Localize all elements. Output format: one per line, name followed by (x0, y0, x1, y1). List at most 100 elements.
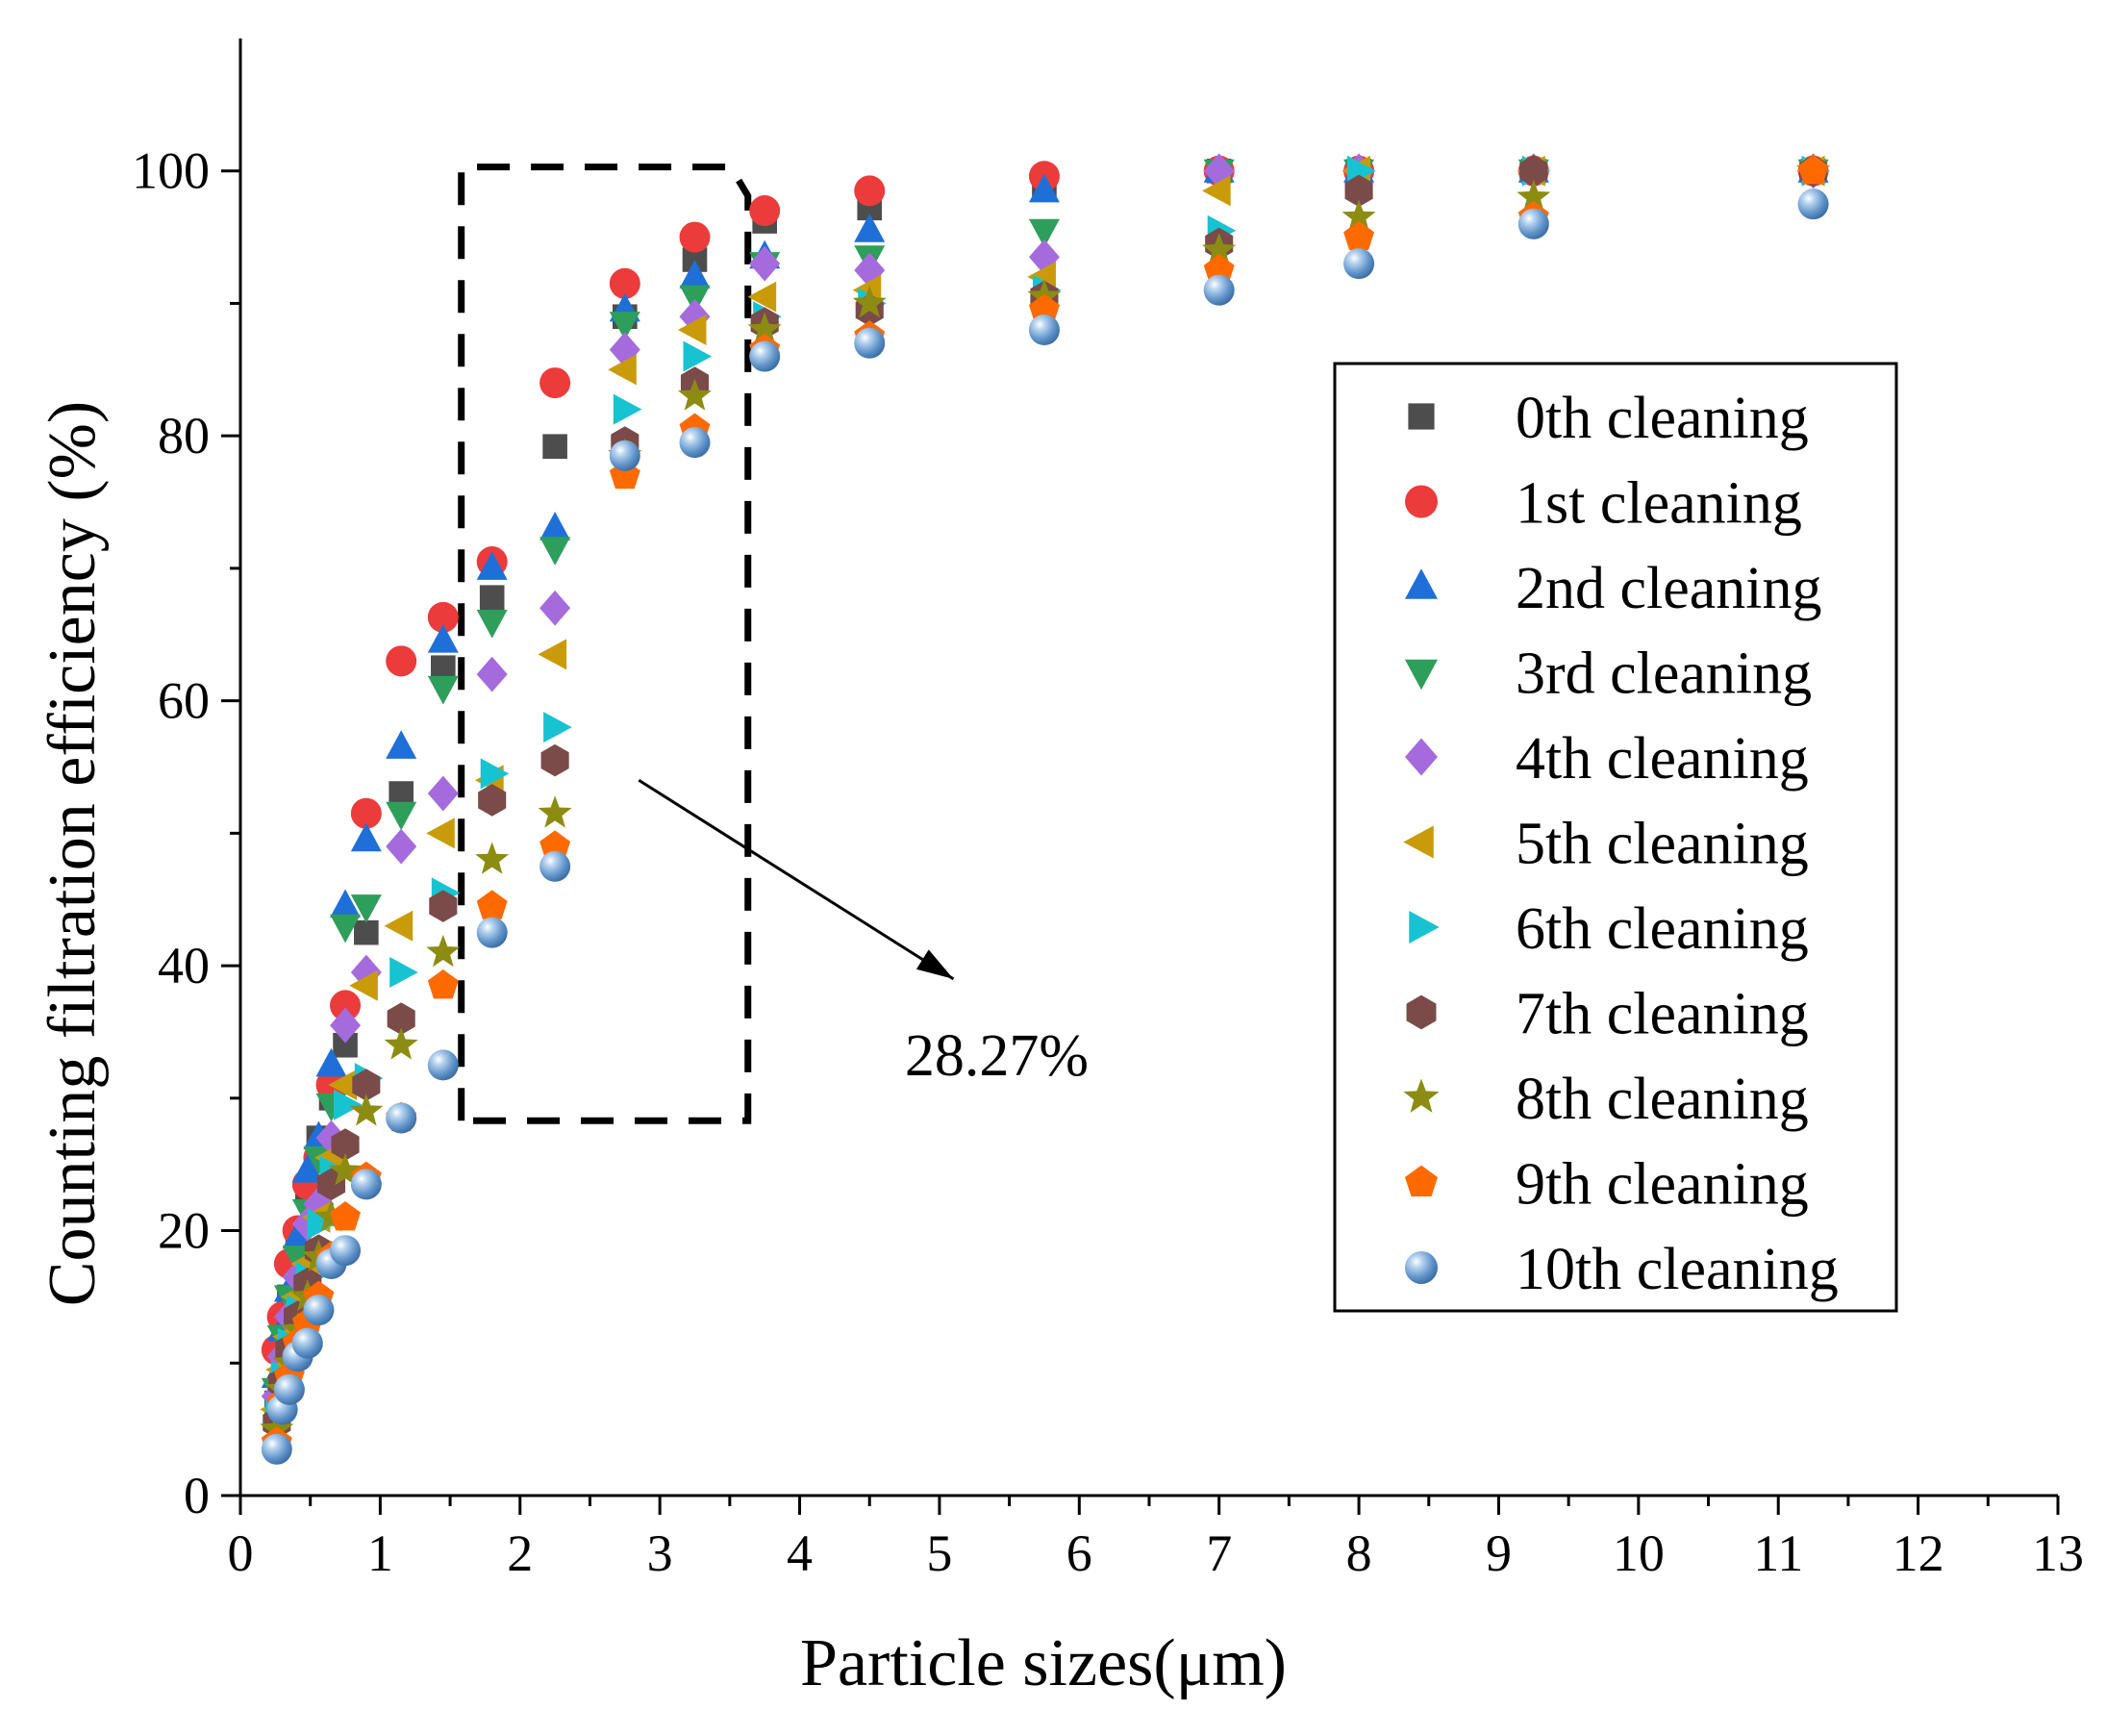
data-point (384, 1027, 418, 1060)
x-tick-label: 7 (1206, 1524, 1232, 1582)
data-point (386, 730, 417, 759)
x-tick-label: 6 (1066, 1524, 1092, 1582)
legend-marker (1405, 1251, 1438, 1284)
x-tick-label: 5 (926, 1524, 952, 1582)
legend-label: 0th cleaning (1516, 386, 1809, 451)
legend-marker (1405, 1165, 1438, 1196)
data-point (609, 312, 640, 340)
data-point (291, 1153, 323, 1183)
x-tick-label: 13 (2032, 1524, 2084, 1582)
data-point (854, 327, 886, 359)
data-point (328, 1153, 363, 1186)
x-tick-label: 10 (1613, 1524, 1665, 1582)
data-point (747, 312, 782, 344)
data-point (1028, 239, 1060, 275)
data-point (609, 440, 640, 471)
legend-marker (1405, 659, 1438, 691)
data-point (386, 801, 417, 831)
legend-marker (1405, 485, 1438, 518)
data-point (330, 1235, 362, 1267)
data-point (426, 818, 455, 849)
x-tick-label: 2 (507, 1524, 533, 1582)
data-point (476, 917, 508, 948)
data-point (427, 1049, 459, 1081)
x-tick-label: 12 (1893, 1524, 1944, 1582)
data-point (389, 956, 418, 988)
data-point (678, 378, 712, 411)
data-point (1202, 175, 1231, 207)
legend-marker (1405, 738, 1438, 776)
x-axis-title: Particle sizes(μm) (800, 1626, 1287, 1700)
legend-label: 1st cleaning (1516, 471, 1802, 537)
data-point (542, 434, 567, 459)
annotation-arrow-head (915, 949, 954, 979)
data-point (427, 624, 459, 653)
dashed-highlight-box (458, 164, 752, 1124)
data-point (539, 511, 571, 541)
data-point (1517, 179, 1551, 213)
data-point (1797, 154, 1829, 185)
data-point (427, 775, 459, 812)
legend-marker (1408, 403, 1435, 430)
data-points (260, 153, 1831, 1465)
data-point (386, 645, 417, 677)
x-tick-label: 4 (787, 1524, 813, 1582)
data-point (352, 1069, 381, 1101)
data-point (608, 354, 637, 386)
annotation-label: 28.27% (905, 1023, 1089, 1089)
y-tick-label: 60 (158, 672, 210, 730)
y-tick-label: 100 (132, 142, 210, 200)
x-tick-label: 3 (647, 1524, 673, 1582)
data-point (476, 656, 508, 692)
x-tick-label: 8 (1346, 1524, 1372, 1582)
data-point (330, 914, 362, 943)
legend-label: 8th cleaning (1516, 1067, 1809, 1132)
data-point (273, 1373, 305, 1405)
legend-marker (1405, 568, 1438, 599)
data-point (1517, 208, 1549, 239)
data-point (854, 214, 886, 242)
data-point (749, 195, 781, 227)
data-point (677, 314, 707, 345)
legend-marker (1406, 994, 1437, 1030)
annotation: 28.27% (458, 164, 1089, 1124)
annotation-arrow-line (638, 779, 955, 981)
data-point (315, 1047, 347, 1077)
data-point (854, 175, 886, 207)
data-point (1028, 293, 1060, 323)
data-point (349, 969, 378, 1001)
data-point (538, 795, 572, 828)
data-point (609, 267, 640, 299)
x-tick-label: 9 (1486, 1524, 1512, 1582)
data-point (1797, 189, 1829, 220)
data-point (539, 830, 571, 860)
legend-marker (1403, 1078, 1440, 1113)
data-point (427, 969, 459, 999)
data-point (540, 743, 569, 777)
data-point (426, 934, 461, 968)
legend-marker (1403, 825, 1434, 859)
data-point (679, 427, 711, 459)
data-point (282, 1220, 313, 1249)
data-point (330, 1007, 362, 1044)
data-point (427, 601, 459, 633)
data-point (350, 1169, 382, 1200)
legend-label: 7th cleaning (1516, 982, 1809, 1047)
y-tick-label: 40 (158, 937, 210, 994)
x-tick-label: 0 (228, 1524, 254, 1582)
data-point (1203, 274, 1235, 306)
legend-label: 5th cleaning (1516, 812, 1809, 877)
data-point (613, 393, 642, 425)
y-axis-title: Counting filtration efficiency (%) (36, 401, 110, 1306)
data-point (330, 889, 362, 918)
legend-label: 2nd cleaning (1516, 556, 1822, 621)
data-point (480, 758, 510, 790)
data-point (539, 850, 571, 882)
data-point (543, 712, 572, 743)
x-tick-label: 11 (1753, 1524, 1803, 1582)
legend-marker (1409, 911, 1440, 943)
data-point (1341, 199, 1376, 232)
data-point (1028, 218, 1060, 248)
